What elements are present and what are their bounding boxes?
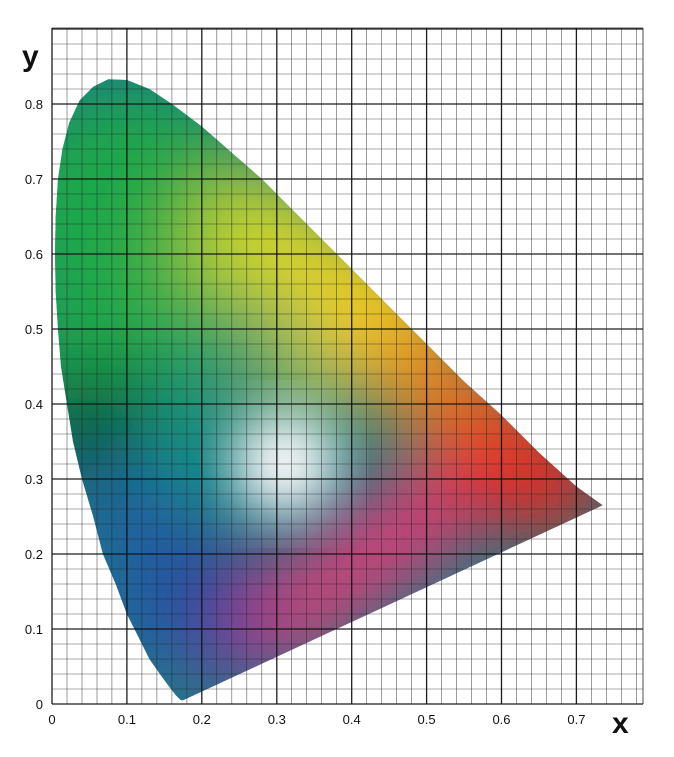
y-tick-label: 0.1: [25, 622, 43, 637]
y-tick-label: 0.5: [25, 322, 43, 337]
x-tick-label: 0.1: [118, 712, 136, 727]
x-tick-label: 0.5: [418, 712, 436, 727]
x-tick-label: 0.7: [567, 712, 585, 727]
y-axis-title: y: [22, 40, 39, 73]
x-axis-title: x: [612, 707, 629, 740]
y-tick-label: 0.7: [25, 172, 43, 187]
y-axis-ticks: 0 0.1 0.2 0.3 0.4 0.5 0.6 0.7 0.8: [25, 97, 43, 712]
x-axis-ticks: 0 0.1 0.2 0.3 0.4 0.5 0.6 0.7: [48, 712, 585, 727]
x-tick-label: 0.3: [268, 712, 286, 727]
x-tick-label: 0.4: [343, 712, 361, 727]
y-tick-label: 0.2: [25, 547, 43, 562]
y-tick-label: 0.6: [25, 247, 43, 262]
y-tick-label: 0.8: [25, 97, 43, 112]
major-grid: [51, 27, 644, 705]
x-tick-label: 0.2: [193, 712, 211, 727]
y-tick-label: 0: [36, 697, 43, 712]
y-tick-label: 0.4: [25, 397, 43, 412]
minor-grid: [52, 28, 643, 704]
x-tick-label: 0.6: [492, 712, 510, 727]
y-tick-label: 0.3: [25, 472, 43, 487]
x-tick-label: 0: [48, 712, 55, 727]
